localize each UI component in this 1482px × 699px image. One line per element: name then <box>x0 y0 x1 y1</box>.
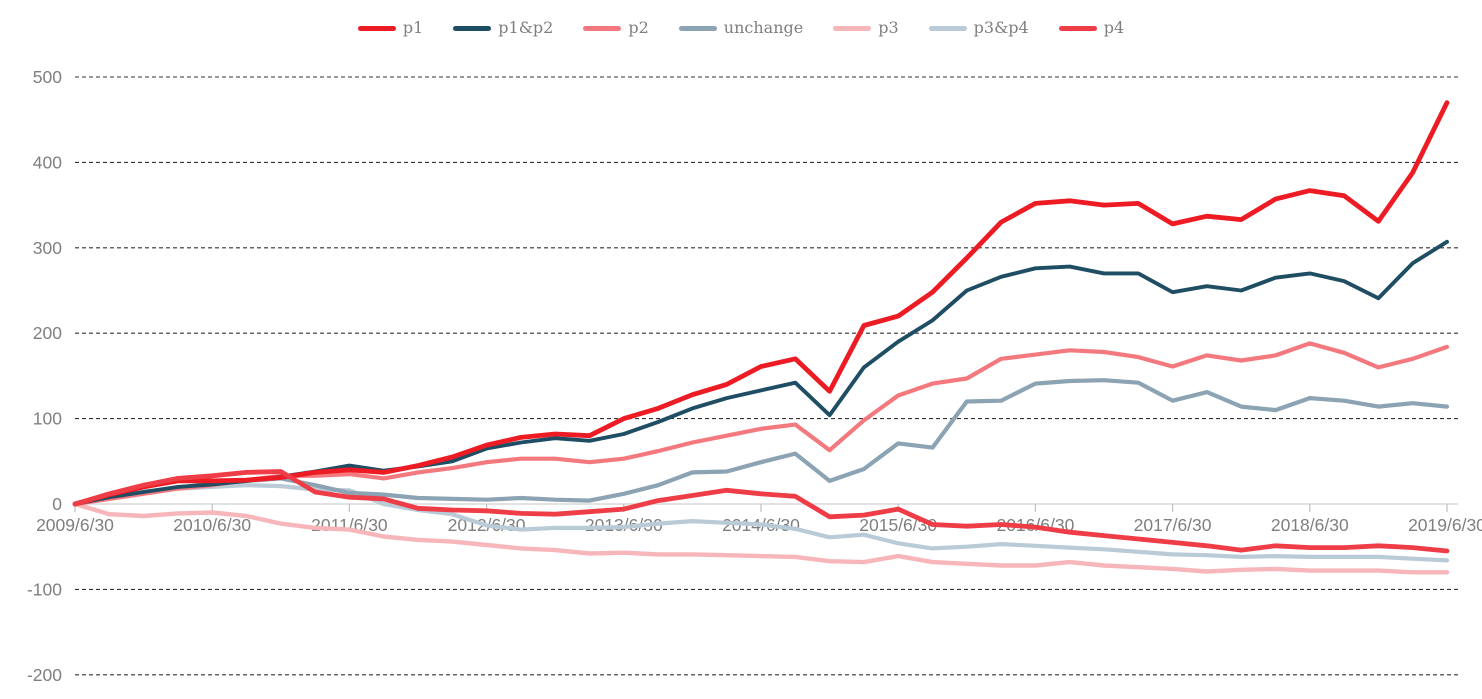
legend-swatch-p4 <box>1058 25 1097 31</box>
series-line-p1&p2 <box>73 239 1449 506</box>
series-line-p3 <box>72 501 1450 575</box>
legend-label-p4: p4 <box>1103 18 1125 37</box>
legend-item-p4[interactable]: p4 <box>1058 18 1125 37</box>
y-tick-label-300: 300 <box>33 238 62 258</box>
legend-swatch-unchange <box>678 25 717 31</box>
x-tick-label-2018/6/30: 2018/6/30 <box>1271 515 1349 535</box>
legend-item-p3[interactable]: p3 <box>833 18 899 37</box>
series-line-p4 <box>72 469 1450 554</box>
y-tick-label--200: -200 <box>27 665 62 685</box>
legend-swatch-p1&p2 <box>453 25 492 31</box>
chart-legend: p1 p1&p2 p2 unchange p3 p3&p4 p4 <box>0 20 1482 36</box>
y-tick-label-100: 100 <box>33 409 62 429</box>
legend-label-p3&p4: p3&p4 <box>973 18 1029 37</box>
y-tick-label-200: 200 <box>33 323 62 343</box>
legend-item-p1&p2[interactable]: p1&p2 <box>453 20 553 36</box>
x-tick-label-2009/6/30: 2009/6/30 <box>36 515 114 535</box>
x-tick-label-2019/6/30: 2019/6/30 <box>1408 515 1482 535</box>
y-tick-label-0: 0 <box>52 494 62 514</box>
x-tick-label-2011/6/30: 2011/6/30 <box>311 515 388 535</box>
legend-label-p1: p1 <box>402 18 424 37</box>
y-tick-label-400: 400 <box>33 152 62 172</box>
x-tick-label-2010/6/30: 2010/6/30 <box>173 515 251 535</box>
legend-swatch-p3 <box>833 25 872 31</box>
x-tick-label-2017/6/30: 2017/6/30 <box>1134 515 1212 535</box>
legend-item-p1[interactable]: p1 <box>357 18 424 37</box>
series-line-p1 <box>72 100 1450 507</box>
series-line-p3&p4 <box>72 483 1450 563</box>
legend-swatch-p3&p4 <box>928 25 967 31</box>
legend-label-unchange: unchange <box>723 18 804 37</box>
x-tick-label-2015/6/30: 2015/6/30 <box>859 515 937 535</box>
legend-item-unchange[interactable]: unchange <box>678 18 804 37</box>
legend-swatch-p2 <box>583 25 622 31</box>
legend-label-p3: p3 <box>878 18 899 37</box>
legend-label-p2: p2 <box>628 18 649 37</box>
y-tick-label-500: 500 <box>33 67 62 87</box>
legend-swatch-p1 <box>357 25 396 31</box>
legend-item-p2[interactable]: p2 <box>583 18 649 37</box>
legend-item-p3&p4[interactable]: p3&p4 <box>928 18 1029 37</box>
y-tick-label--100: -100 <box>27 579 62 599</box>
legend-label-p1&p2: p1&p2 <box>498 18 554 37</box>
